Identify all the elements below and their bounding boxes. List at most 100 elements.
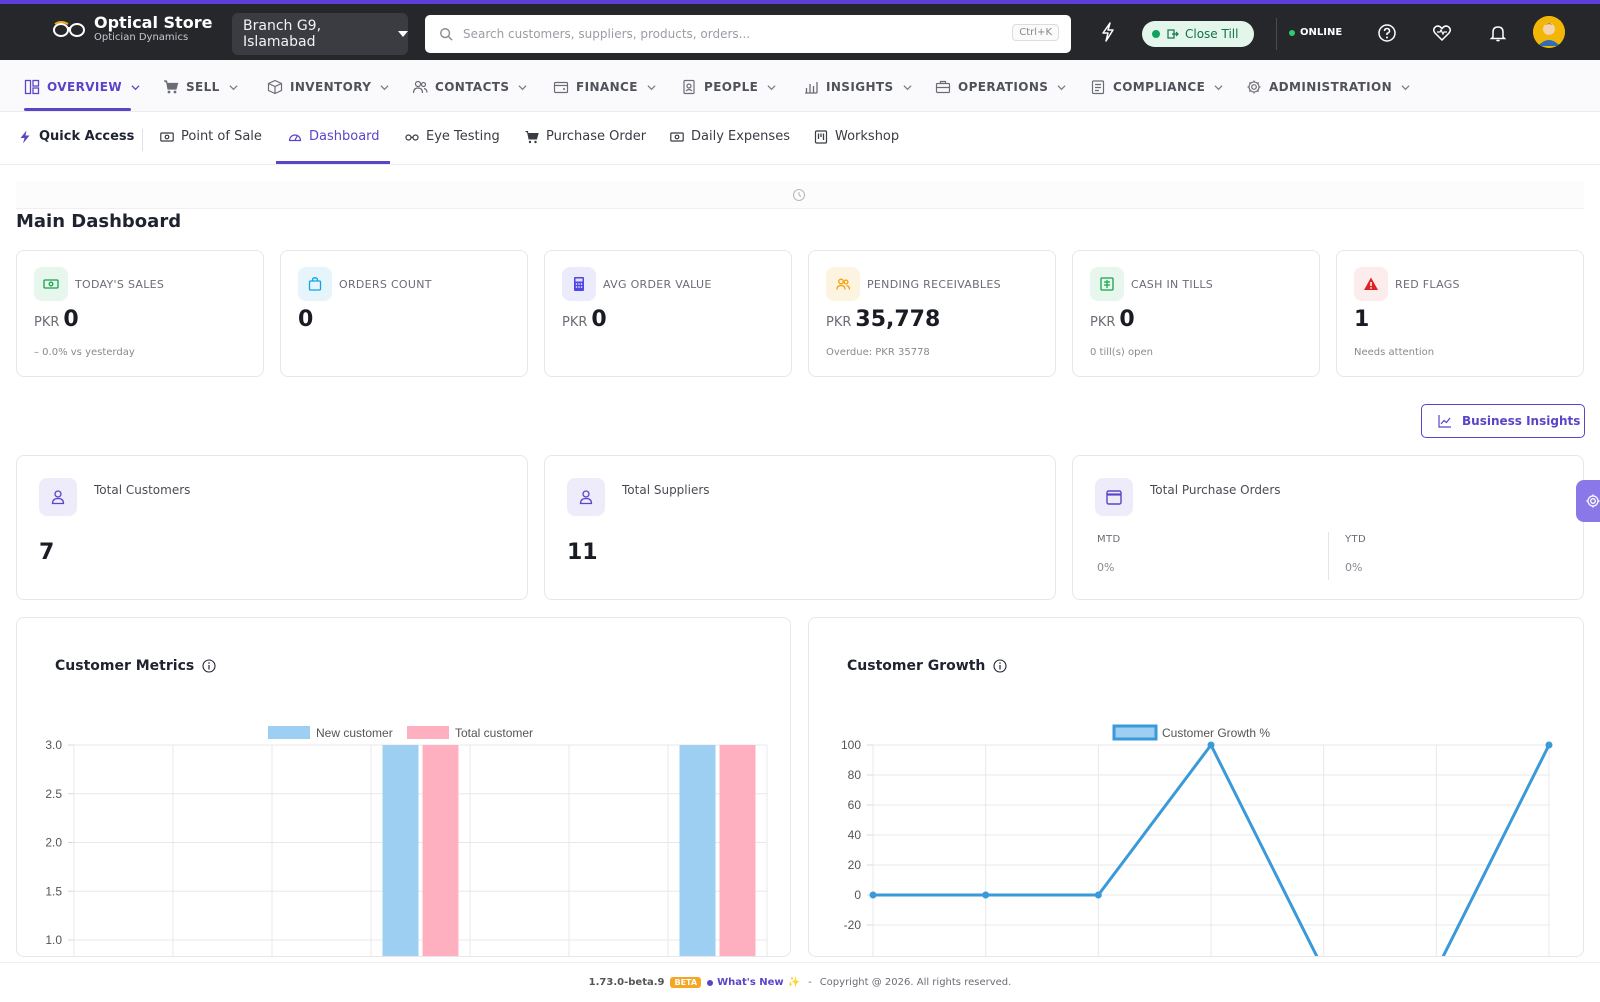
divider: [1328, 532, 1329, 580]
briefcase-icon: [935, 80, 951, 94]
stat-total-suppliers[interactable]: Total Suppliers 11: [544, 455, 1056, 600]
quick-link-eye-testing[interactable]: Eye Testing: [405, 129, 500, 144]
kpi-footer: 0 till(s) open: [1090, 347, 1153, 358]
main-nav: OVERVIEW SELL INVENTORY CONTACTS FINANCE…: [0, 60, 1600, 112]
nav-finance-label: FINANCE: [576, 80, 638, 94]
copyright: Copyright @ 2026. All rights reserved.: [819, 977, 1012, 988]
settings-side-tab[interactable]: [1576, 480, 1600, 522]
branch-selector[interactable]: Branch G9, Islamabad: [232, 13, 408, 55]
app-subtitle: Optician Dynamics: [94, 32, 189, 43]
kpi-label: CASH IN TILLS: [1131, 278, 1214, 291]
quick-link-daily-expenses[interactable]: Daily Expenses: [670, 129, 790, 144]
legend-label: Total customer: [455, 726, 533, 740]
mtd-label: MTD: [1097, 534, 1121, 545]
quick-link-purchase-order[interactable]: Purchase Order: [525, 129, 646, 144]
quick-link-point-of-sale[interactable]: Point of Sale: [160, 129, 262, 144]
wallet-icon: [553, 81, 569, 94]
kpi-label: ORDERS COUNT: [339, 278, 432, 291]
quick-access[interactable]: Quick Access: [18, 129, 134, 144]
warning-icon: [1364, 277, 1378, 290]
chart-title-wrap: Customer Metrics: [55, 658, 216, 674]
stat-total-purchase-orders[interactable]: Total Purchase Orders MTD 0% YTD 0%: [1072, 455, 1584, 600]
data-point: [1207, 741, 1215, 749]
kpi-footer: Overdue: PKR 35778: [826, 347, 930, 358]
quick-link-workshop[interactable]: Workshop: [814, 129, 899, 144]
global-search[interactable]: Ctrl+K: [425, 15, 1071, 53]
bell-icon[interactable]: [1488, 23, 1508, 43]
chart-title: Customer Growth: [847, 658, 986, 674]
logout-icon: [1167, 29, 1179, 39]
app-name: Optical Store: [94, 13, 213, 32]
chevron-down-icon: [131, 84, 140, 90]
box-icon: [267, 79, 283, 95]
nav-operations[interactable]: OPERATIONS: [935, 78, 1066, 96]
kpi-currency: PKR: [34, 315, 60, 330]
bar: [422, 745, 459, 956]
nav-finance[interactable]: FINANCE: [553, 78, 656, 96]
kpi-icon-box: [562, 267, 596, 301]
nav-contacts[interactable]: CONTACTS: [412, 78, 527, 96]
avatar[interactable]: [1533, 16, 1565, 48]
chevron-down-icon: [1214, 84, 1223, 90]
close-till-button[interactable]: Close Till: [1142, 21, 1254, 47]
info-icon[interactable]: [202, 659, 216, 673]
cash-icon: [160, 131, 174, 142]
kpi-footer: Needs attention: [1354, 347, 1435, 358]
users-icon: [836, 278, 851, 290]
kpi-value: 0: [298, 307, 314, 332]
kpi-label: PENDING RECEIVABLES: [867, 278, 1001, 291]
kpi-orders-count[interactable]: ORDERS COUNT 0: [280, 250, 528, 377]
chevron-down-icon: [903, 84, 912, 90]
help-icon[interactable]: [1377, 23, 1397, 43]
whats-new-link[interactable]: What's New ✨: [707, 977, 800, 988]
gear-icon: [1586, 494, 1600, 508]
quick-link-label: Purchase Order: [546, 129, 647, 144]
quick-link-dashboard[interactable]: Dashboard: [288, 129, 380, 144]
kpi-icon-box: [34, 267, 68, 301]
kpi-value: 1: [1354, 307, 1370, 332]
app-logo[interactable]: Optical Store Optician Dynamics: [52, 14, 212, 44]
bar-chart-icon: [805, 82, 818, 94]
data-point: [869, 891, 877, 899]
nav-overview[interactable]: OVERVIEW: [24, 78, 140, 96]
y-tick-label: 2.5: [45, 787, 62, 801]
cash-icon: [670, 131, 684, 142]
nav-sell[interactable]: SELL: [163, 78, 238, 96]
nav-inventory[interactable]: INVENTORY: [267, 78, 389, 96]
search-shortcut: Ctrl+K: [1012, 24, 1059, 41]
quick-link-label: Eye Testing: [426, 129, 500, 144]
kpi-value: 0: [1119, 307, 1135, 332]
clock-icon[interactable]: [792, 188, 806, 202]
info-icon[interactable]: [993, 659, 1007, 673]
lightning-icon[interactable]: [1100, 22, 1116, 42]
kpi-avg-order-value[interactable]: AVG ORDER VALUE PKR 0: [544, 250, 792, 377]
kpi-red-flags[interactable]: RED FLAGS 1 Needs attention: [1336, 250, 1584, 377]
heart-pulse-icon[interactable]: [1432, 23, 1452, 43]
quick-access-bar: Quick Access Point of Sale Dashboard Eye…: [0, 113, 1600, 165]
kpi-todays-sales[interactable]: TODAY'S SALES PKR 0 – 0.0% vs yesterday: [16, 250, 264, 377]
kpi-cash-in-tills[interactable]: CASH IN TILLS PKR 0 0 till(s) open: [1072, 250, 1320, 377]
nav-insights[interactable]: INSIGHTS: [803, 78, 912, 96]
y-tick-label: 100: [841, 738, 861, 752]
legend-label: New customer: [316, 726, 393, 740]
kpi-label: RED FLAGS: [1395, 278, 1460, 291]
business-insights-button[interactable]: Business Insights: [1421, 404, 1585, 438]
legend-swatch: [1112, 724, 1158, 741]
bar: [679, 745, 716, 956]
connection-status: ONLINE: [1289, 27, 1342, 38]
top-bar: Optical Store Optician Dynamics Branch G…: [0, 0, 1600, 60]
search-input[interactable]: [463, 27, 1003, 41]
glasses-logo-icon: [53, 21, 85, 37]
clipboard-icon: [1091, 80, 1105, 95]
kpi-pending-receivables[interactable]: PENDING RECEIVABLES PKR 35,778 Overdue: P…: [808, 250, 1056, 377]
bar: [719, 745, 756, 956]
nav-overview-label: OVERVIEW: [47, 80, 122, 94]
nav-compliance[interactable]: COMPLIANCE: [1090, 78, 1223, 96]
stat-label: Total Customers: [94, 483, 191, 497]
nav-people[interactable]: PEOPLE: [681, 78, 776, 96]
chevron-down-icon: [1401, 84, 1410, 90]
stat-total-customers[interactable]: Total Customers 7: [16, 455, 528, 600]
data-point: [1545, 741, 1553, 749]
nav-administration[interactable]: ADMINISTRATION: [1246, 78, 1410, 96]
glasses-icon: [405, 133, 419, 141]
